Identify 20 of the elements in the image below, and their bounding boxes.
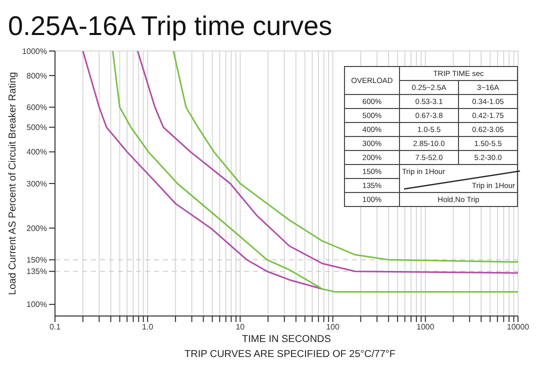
y-tick-label: 800% <box>26 71 47 80</box>
x-tick-label: 1000 <box>416 322 435 332</box>
y-tick-label: 400% <box>26 148 47 157</box>
y-tick-label: 1000% <box>22 46 47 56</box>
text: TRIP CURVES ARE SPECIFIED OF 25°C/77°F <box>183 349 397 360</box>
x-tick-label: 10000 <box>506 322 530 332</box>
y-axis-title: Load Current AS Percent of Circuit Breaker Rating <box>8 72 19 295</box>
y-tick-label: 600% <box>26 103 47 112</box>
x-tick-label: 100 <box>326 322 340 332</box>
y-tick-label: 200% <box>26 224 47 233</box>
y-tick-label: 150% <box>26 256 47 265</box>
y-tick-label: 135% <box>26 267 47 276</box>
chart-title: 0.25A-16A Trip time curves <box>8 10 334 43</box>
y-tick-label: 300% <box>26 179 47 188</box>
y-tick-label: 100% <box>26 300 47 310</box>
x-tick-label: 0.1 <box>49 322 62 332</box>
x-tick-label: 1.0 <box>142 322 154 332</box>
x-tick-label: 10 <box>236 322 246 332</box>
y-tick-label: 500% <box>26 123 47 132</box>
x-axis-title: TIME IN SECONDS <box>242 334 332 345</box>
